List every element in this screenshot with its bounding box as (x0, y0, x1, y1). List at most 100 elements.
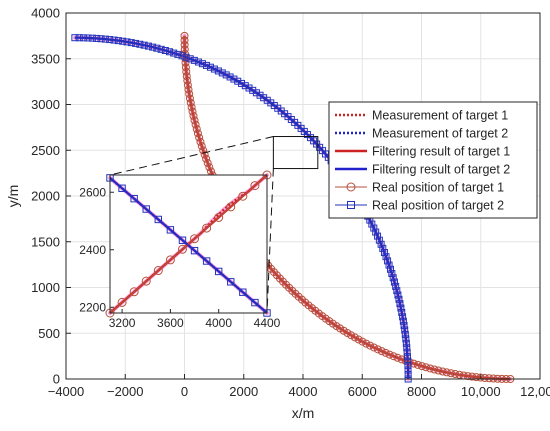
data-point (153, 266, 163, 276)
data-point (404, 371, 412, 379)
y-tick-label: 1000 (31, 280, 60, 295)
x-tick-label: 12,000 (520, 384, 550, 399)
data-point (189, 111, 198, 120)
data-point (451, 370, 460, 379)
data-point (186, 55, 194, 63)
data-point (178, 236, 187, 244)
data-point (227, 278, 235, 286)
data-point (249, 86, 257, 94)
legend-label: Measurement of target 2 (372, 127, 508, 141)
data-point (404, 366, 412, 374)
data-point (214, 212, 224, 222)
data-point (245, 84, 253, 92)
data-point (170, 49, 178, 57)
data-point (180, 31, 189, 40)
x-tick-label: 0 (181, 384, 188, 399)
inset-x-tick-label: 4400 (254, 316, 281, 330)
x-tick-label: 6000 (348, 384, 377, 399)
data-point (422, 363, 431, 372)
series-line (109, 174, 268, 314)
data-point (463, 372, 472, 381)
y-tick-label: 1500 (31, 234, 60, 249)
data-point (149, 43, 157, 51)
series-line (109, 177, 268, 314)
legend-item: Real position of target 2 (335, 199, 504, 213)
data-point (368, 220, 376, 228)
data-point (373, 345, 382, 354)
data-point (181, 63, 190, 72)
data-point (119, 37, 127, 45)
data-point (370, 224, 378, 232)
x-tick-label: 10,000 (461, 384, 501, 399)
data-point (438, 367, 447, 376)
x-tick-label: 8000 (407, 384, 436, 399)
data-point (165, 255, 175, 265)
data-point (389, 274, 397, 282)
inset-chart: 3200 3600 4000 4400 2200 2400 2600 (79, 170, 281, 330)
data-point (354, 335, 363, 344)
data-point (144, 42, 152, 50)
data-point (142, 205, 150, 213)
x-tick-label: −4000 (48, 384, 85, 399)
data-point (127, 39, 135, 47)
data-point (430, 365, 439, 374)
data-point (485, 374, 494, 383)
data-point (182, 53, 190, 61)
x-tick-label: −2000 (107, 384, 144, 399)
data-point (434, 366, 443, 375)
data-point (398, 308, 406, 316)
legend-label: Real position of target 1 (372, 181, 504, 195)
data-point (202, 223, 212, 233)
data-point (197, 142, 206, 151)
data-point (195, 133, 204, 142)
data-point (393, 287, 401, 295)
data-point (350, 333, 359, 342)
data-point (377, 347, 386, 356)
data-point (393, 353, 402, 362)
data-point (413, 360, 422, 369)
data-point (188, 107, 197, 116)
data-point (180, 40, 189, 49)
data-point (84, 34, 92, 42)
data-point (382, 253, 390, 261)
data-point (381, 348, 390, 357)
data-point (210, 65, 218, 73)
data-point (177, 244, 187, 254)
data-point (234, 77, 242, 85)
data-point (106, 36, 114, 44)
data-point (203, 159, 212, 168)
data-point (200, 150, 209, 159)
data-point (75, 34, 83, 42)
data-point (153, 44, 161, 52)
data-point (191, 120, 200, 129)
data-point (468, 372, 477, 381)
legend-label: Measurement of target 1 (372, 109, 508, 123)
data-point (183, 81, 192, 90)
data-point (252, 89, 260, 97)
data-point (199, 146, 208, 155)
legend: Measurement of target 1 Measurement of ta… (328, 101, 538, 219)
zoom-connector (109, 136, 274, 176)
data-point (202, 154, 211, 163)
data-point (251, 298, 259, 307)
zoom-region-box (272, 136, 319, 170)
inset-y-tick-label: 2200 (79, 300, 106, 314)
data-point (166, 48, 174, 56)
data-point (132, 39, 140, 47)
data-point (183, 76, 192, 85)
legend-label: Filtering result of target 1 (372, 145, 510, 159)
legend-marker (346, 182, 356, 192)
data-point (394, 291, 402, 299)
data-point (202, 61, 210, 69)
legend-item: Real position of target 1 (335, 181, 504, 195)
data-point (136, 40, 144, 48)
y-axis-label: y/m (5, 185, 21, 208)
data-point (190, 116, 199, 125)
data-point (130, 194, 138, 203)
inset-x-tick-label: 4000 (205, 316, 232, 330)
data-point (118, 184, 126, 192)
data-point (238, 79, 246, 87)
legend-label: Real position of target 2 (372, 199, 504, 213)
data-point (97, 35, 105, 43)
data-point (178, 52, 186, 60)
